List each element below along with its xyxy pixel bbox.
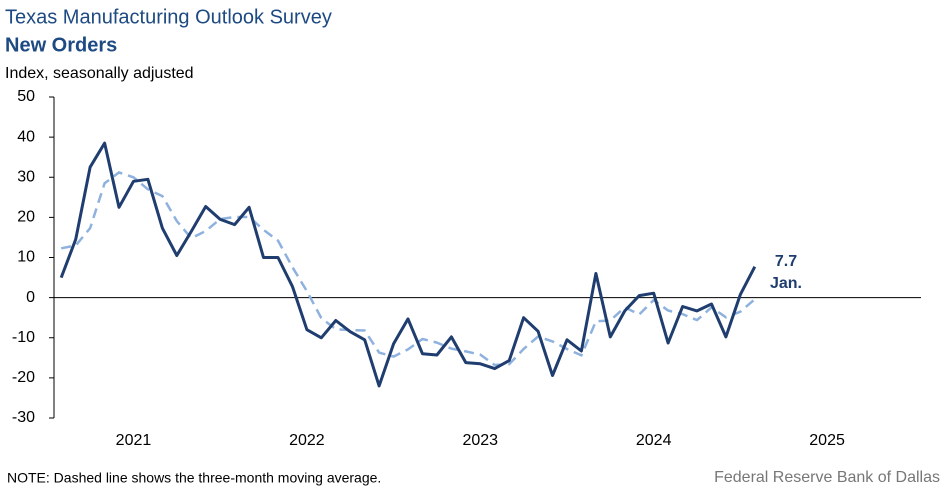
y-tick-label: 40 <box>17 128 35 145</box>
y-tick-label: 30 <box>17 168 35 185</box>
note: NOTE: Dashed line shows the three-month … <box>7 470 381 486</box>
chart-subtitle: New Orders <box>5 34 117 56</box>
x-tick-label: 2023 <box>462 432 498 449</box>
line-series <box>59 141 757 388</box>
y-tick-label: -30 <box>12 409 35 426</box>
y-tick-label: -20 <box>12 369 35 386</box>
y-axis-label: Index, seasonally adjusted <box>5 65 194 82</box>
y-tick-label: 50 <box>17 88 35 105</box>
x-tick-label: 2024 <box>636 432 672 449</box>
x-tick-label: 2025 <box>809 432 845 449</box>
source: Federal Reserve Bank of Dallas <box>714 469 940 486</box>
line-series <box>60 171 756 367</box>
y-tick-label: 0 <box>26 289 35 306</box>
x-tick-label: 2021 <box>116 432 152 449</box>
y-tick-label: 10 <box>17 249 35 266</box>
y-tick-label: -10 <box>12 329 35 346</box>
annotation: Jan. <box>770 275 802 292</box>
y-tick-label: 20 <box>17 209 35 226</box>
annotation: 7.7 <box>775 253 797 270</box>
x-tick-label: 2022 <box>289 432 325 449</box>
chart-title: Texas Manufacturing Outlook Survey <box>5 6 332 28</box>
